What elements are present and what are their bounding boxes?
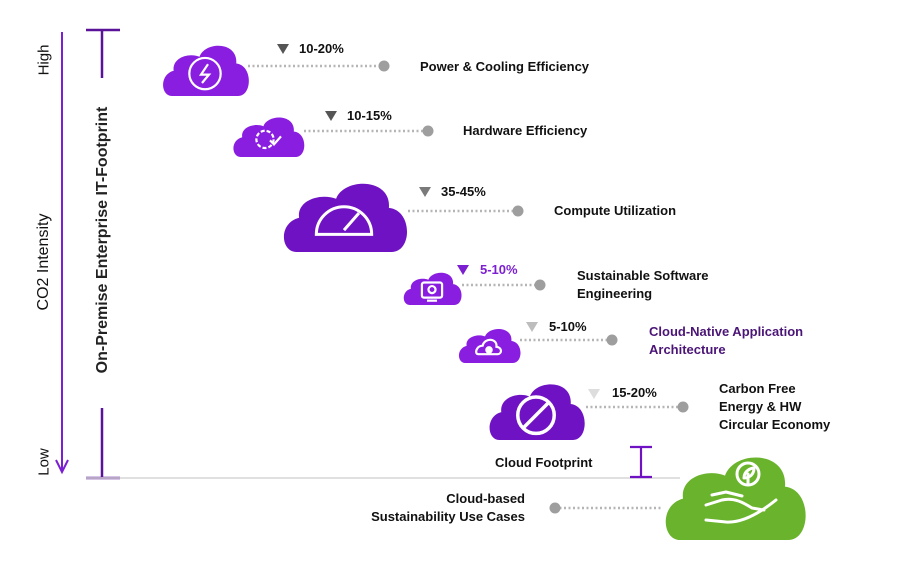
reduction-value: 5-10% [549,319,587,334]
reduction-triangle [419,187,431,197]
cloud-gear-icon [475,338,503,356]
footprint-label: On-Premise Enterprise IT-Footprint [94,106,111,374]
reduction-value: 10-15% [347,108,392,123]
reduction-value: 10-20% [299,41,344,56]
reduction-triangle [325,111,337,121]
power-cloud [163,45,249,96]
gauge-cloud [283,183,408,252]
monitor-bulb-cloud [403,272,462,305]
gauge-icon [314,205,374,236]
connector-knob [378,60,390,72]
lever-label-compute: Compute Utilization [554,203,677,218]
monitor-bulb-icon [420,281,444,302]
low-label: Low [35,448,53,476]
reduction-value: 35-45% [441,184,486,199]
connector-knob [534,279,546,291]
gear-check-cloud [233,117,305,157]
lever-label-hardware: Hardware Efficiency [463,123,588,138]
connector-knob [422,125,434,137]
use-cases-label: Cloud-based Sustainability Use Cases [371,491,525,524]
reduction-value: 15-20% [612,385,657,400]
reduction-triangle [588,389,600,399]
co2-intensity-label: CO2 Intensity [35,213,52,311]
co2-axis-arrowhead [55,459,69,475]
reduction-value: 5-10% [480,262,518,277]
lever-label-power-cooling: Power & Cooling Efficiency [420,59,590,74]
reduction-triangle [277,44,289,54]
cloud-gear-cloud [458,328,521,363]
reduction-triangle [457,265,469,275]
gear-check-icon [255,129,282,150]
connector-knob [606,334,618,346]
connector-knob [549,502,561,514]
lever-label-software: Sustainable Software Engineering [577,268,709,301]
connector-knob [677,401,689,413]
lever-label-cloud-native: Cloud-Native Application Architecture [649,324,804,357]
cloud-footprint-bracket [630,445,652,479]
hand-leaf-icon [704,461,778,524]
cloud-footprint-label: Cloud Footprint [495,455,593,470]
power-icon [188,56,222,91]
high-label: High [35,44,53,76]
connector-knob [512,205,524,217]
prohibited-icon [516,395,556,436]
reduction-triangle [526,322,538,332]
lever-label-carbon-free: Carbon Free Energy & HW Circular Economy [719,381,831,432]
